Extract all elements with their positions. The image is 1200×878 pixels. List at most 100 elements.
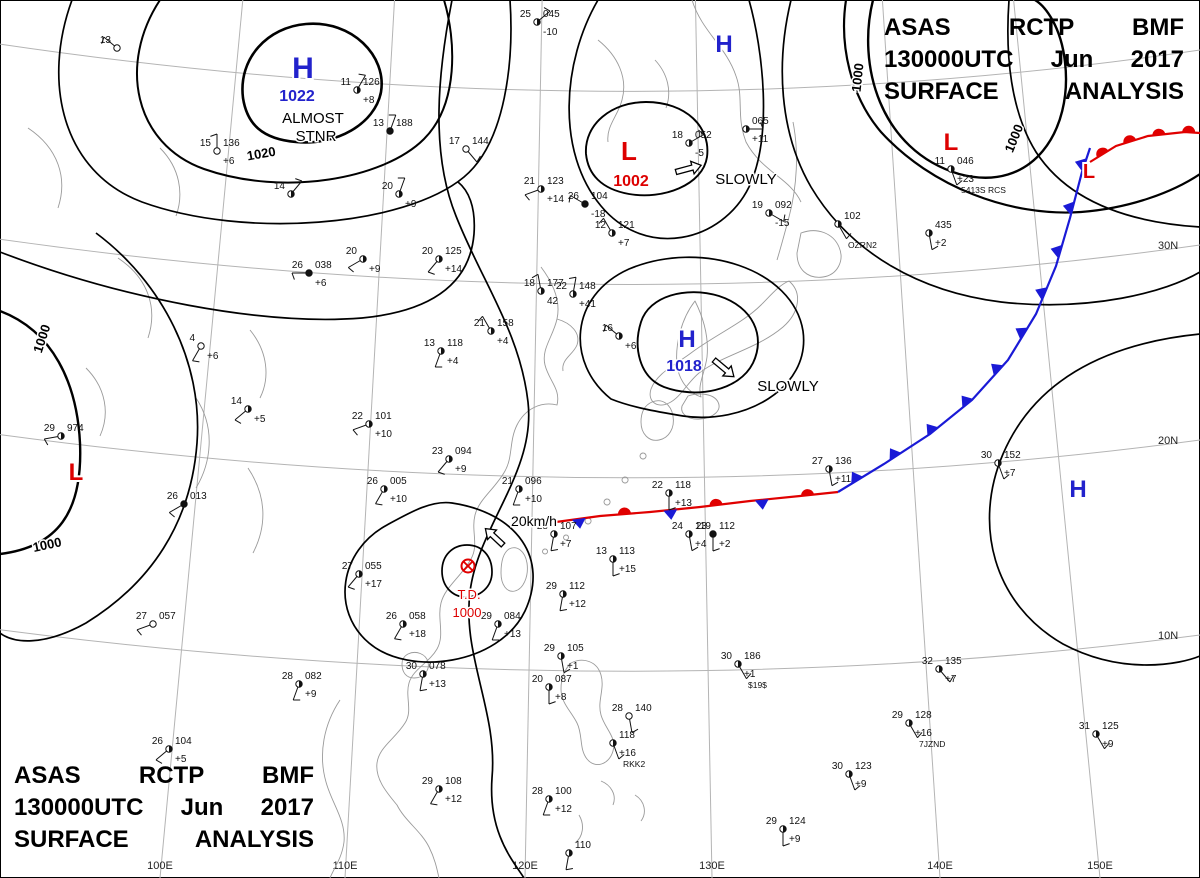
station-dewpoint: +9 — [789, 834, 801, 845]
high-center-symbol: H — [678, 326, 695, 353]
wind-barb-tick — [598, 217, 604, 224]
station-id-note: 5413S RCS — [961, 185, 1006, 195]
wind-barb-tick — [854, 785, 861, 791]
wind-barb-tick — [612, 573, 620, 577]
wind-barb-tick — [569, 276, 577, 279]
station-dewpoint: +11 — [835, 474, 852, 485]
pressure-center-value: 1018 — [666, 358, 702, 375]
cloud-cover-circle — [625, 712, 633, 720]
cloud-cover-half — [248, 405, 252, 413]
cold-front-marker — [1074, 158, 1087, 172]
cold-front-marker — [663, 509, 678, 520]
tropical-depression-symbol — [460, 558, 476, 574]
station-temperature: 18 — [524, 278, 536, 289]
station-pressure: 058 — [409, 611, 426, 622]
station-plot: 22 101 +10 — [352, 411, 393, 440]
station-dewpoint: +10 — [375, 429, 392, 440]
station-temperature: 23 — [696, 521, 708, 532]
station-temperature: 29 — [766, 816, 778, 827]
wind-barb-tick — [831, 481, 839, 487]
isobar-path — [0, 232, 199, 642]
station-plot: 102 OZRN2 — [834, 211, 877, 250]
cloud-cover-circle — [149, 620, 157, 628]
station-plot: 25 045 -10 — [520, 7, 560, 38]
cloud-cover-half — [829, 465, 833, 473]
wind-barb-tick — [712, 548, 720, 552]
td-cross — [462, 560, 474, 572]
isobar-value-label: 1000 — [1001, 122, 1026, 154]
station-dewpoint: +2 — [719, 539, 731, 550]
station-dewpoint: -10 — [543, 27, 558, 38]
cloud-cover-circle — [305, 269, 313, 277]
station-temperature: 4 — [189, 333, 195, 344]
title-line-2: 130000UTC Jun 2017 — [14, 794, 314, 821]
wind-barb-tick — [1104, 743, 1110, 750]
station-dewpoint: +6 — [315, 278, 327, 289]
wind-barb-tick — [347, 586, 355, 590]
station-plot: 29 112 +12 — [546, 581, 586, 612]
station-plot: 23 094 +9 — [432, 446, 472, 475]
cloud-cover-half — [849, 770, 853, 778]
warm-front-marker — [709, 498, 723, 506]
station-temperature: 22 — [556, 281, 568, 292]
wind-barb-tick — [668, 507, 676, 511]
station-dewpoint: +6 — [625, 341, 637, 352]
coastline-path — [776, 121, 797, 261]
cold-front-marker — [991, 363, 1004, 376]
coastline-path — [691, 0, 802, 203]
station-dewpoint: +6 — [223, 156, 235, 167]
cloud-cover-half — [441, 347, 445, 355]
cloud-cover-half — [549, 683, 553, 691]
station-pressure: 105 — [567, 643, 584, 654]
isobar-path — [441, 544, 493, 598]
station-dewpoint: +8 — [555, 692, 567, 703]
station-temperature: 14 — [274, 181, 286, 192]
cold-front-marker — [961, 395, 974, 408]
station-dewpoint: 42 — [547, 296, 559, 307]
isobar-path — [344, 501, 534, 663]
station-plot: 19 092 -15 — [752, 200, 792, 229]
station-pressure: 104 — [591, 191, 608, 202]
wind-barb-tick — [691, 546, 699, 552]
cloud-cover-half — [669, 489, 673, 497]
cloud-cover-half — [549, 795, 553, 803]
wind-barb-tick — [101, 36, 105, 44]
station-pressure: 013 — [190, 491, 207, 502]
wind-barb-tick — [136, 629, 142, 636]
annotation-text: 1000 — [453, 605, 482, 620]
station-dewpoint: +9 — [455, 464, 467, 475]
longitude-line — [344, 0, 395, 878]
cloud-cover-half — [363, 255, 367, 263]
station-temperature: 13 — [100, 35, 112, 46]
cloud-cover-half — [613, 555, 617, 563]
station-dewpoint: +1 — [567, 661, 579, 672]
station-dewpoint: +9 — [1102, 739, 1114, 750]
station-temperature: 32 — [922, 656, 934, 667]
isobar-path — [241, 22, 383, 144]
station-plot: 21 123 +14 — [524, 176, 565, 205]
station-plot: 20 125 +14 — [422, 246, 463, 275]
station-plot: 20 087 +8 — [532, 674, 572, 705]
station-id-note: 7JZND — [919, 739, 945, 749]
wind-barb-tick — [846, 233, 852, 240]
station-plot: 29 108 +12 — [422, 776, 462, 806]
station-dewpoint: +6 — [207, 351, 219, 362]
station-pressure: 112 — [719, 521, 735, 532]
station-dewpoint: +7 — [618, 238, 630, 249]
station-dewpoint: +7 — [560, 539, 572, 550]
isobar-path — [57, 0, 512, 225]
station-temperature: 28 — [612, 703, 624, 714]
longitude-label: 140E — [927, 860, 953, 872]
cold-front-marker — [1035, 287, 1048, 301]
pressure-center-value: 1022 — [279, 88, 315, 105]
station-temperature: 14 — [231, 396, 243, 407]
cloud-cover-half — [569, 849, 573, 857]
annotation-text: STNR — [296, 128, 337, 145]
station-plot: 29 974 — [43, 423, 84, 446]
warm-front-marker — [1152, 128, 1166, 136]
station-dewpoint: +9 — [405, 199, 417, 210]
station-pressure: 092 — [775, 200, 792, 211]
